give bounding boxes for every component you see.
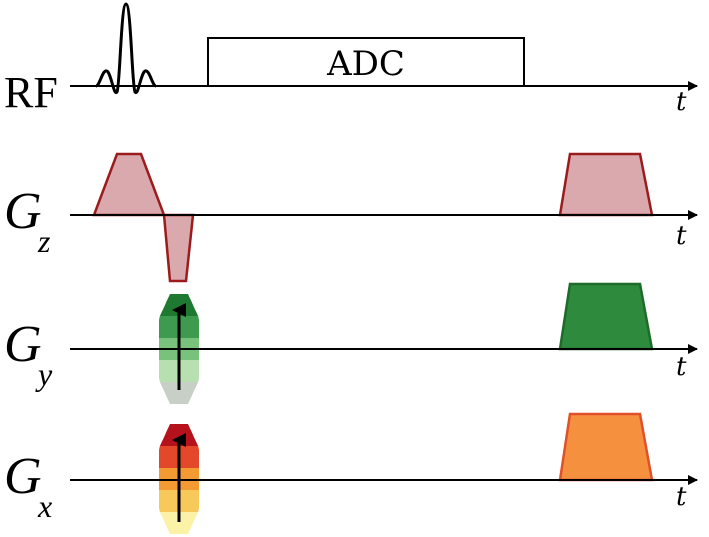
gz-row: G z t xyxy=(4,152,698,283)
adc-window xyxy=(207,37,525,87)
gz-label: G xyxy=(4,183,42,240)
gx-subscript: x xyxy=(37,488,52,524)
gz-spoiler-lobe xyxy=(558,152,654,217)
rf-axis-label: t xyxy=(676,87,687,117)
gy-axis-label: t xyxy=(676,352,687,382)
gy-phase-step-band xyxy=(159,382,199,404)
gx-row: G x t xyxy=(4,412,698,534)
rf-label: RF xyxy=(4,68,58,117)
gx-spoiler-lobe xyxy=(558,412,654,482)
gx-phase-step-band xyxy=(159,512,199,534)
gz-slice-select-lobe xyxy=(92,152,166,217)
gx-label: G xyxy=(4,448,42,505)
gy-row: G y t xyxy=(4,282,698,404)
gy-subscript: y xyxy=(35,356,53,392)
gz-rephaser-lobe xyxy=(162,213,195,283)
adc-label: ADC xyxy=(326,44,405,84)
gy-label: G xyxy=(4,316,42,373)
rf-row: RF t ADC xyxy=(4,2,698,117)
gz-axis-label: t xyxy=(676,221,687,251)
gy-spoiler-lobe xyxy=(558,282,654,351)
gz-subscript: z xyxy=(37,223,51,259)
rf-sinc-pulse xyxy=(95,2,157,95)
gx-axis-label: t xyxy=(676,482,687,512)
